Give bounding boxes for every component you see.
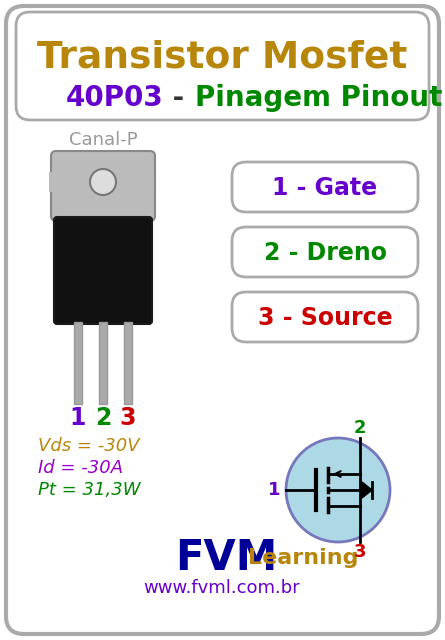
Text: Vds = -30V: Vds = -30V bbox=[38, 437, 140, 455]
Circle shape bbox=[286, 438, 390, 542]
Text: Transistor Mosfet: Transistor Mosfet bbox=[37, 39, 407, 75]
FancyBboxPatch shape bbox=[54, 217, 152, 324]
Text: Id = -30A: Id = -30A bbox=[38, 459, 123, 477]
Text: Pinagem Pinout: Pinagem Pinout bbox=[195, 84, 442, 112]
Bar bbox=[148, 172, 154, 192]
Bar bbox=[124, 322, 132, 404]
Text: 40P03: 40P03 bbox=[66, 84, 164, 112]
Text: 2: 2 bbox=[95, 406, 111, 430]
Text: 1: 1 bbox=[268, 481, 280, 499]
Text: FVM: FVM bbox=[175, 537, 277, 579]
Text: Learning: Learning bbox=[248, 548, 359, 568]
Text: 2: 2 bbox=[354, 419, 366, 437]
Bar bbox=[99, 322, 107, 404]
FancyBboxPatch shape bbox=[232, 162, 418, 212]
FancyBboxPatch shape bbox=[6, 6, 439, 634]
Circle shape bbox=[90, 169, 116, 195]
Text: Pt = 31,3W: Pt = 31,3W bbox=[38, 481, 141, 499]
Text: 1: 1 bbox=[70, 406, 86, 430]
Text: 3 - Source: 3 - Source bbox=[258, 306, 392, 330]
Text: 3: 3 bbox=[354, 543, 366, 561]
FancyBboxPatch shape bbox=[232, 227, 418, 277]
Text: www.fvml.com.br: www.fvml.com.br bbox=[144, 579, 300, 597]
Text: -: - bbox=[163, 84, 184, 112]
Text: 3: 3 bbox=[120, 406, 136, 430]
Bar bbox=[74, 322, 82, 404]
Bar bbox=[49, 172, 55, 192]
Text: 1 - Gate: 1 - Gate bbox=[272, 176, 377, 200]
FancyBboxPatch shape bbox=[16, 12, 429, 120]
Polygon shape bbox=[362, 482, 372, 498]
Text: Canal-P: Canal-P bbox=[69, 131, 138, 149]
FancyBboxPatch shape bbox=[51, 151, 155, 221]
Text: 2 - Dreno: 2 - Dreno bbox=[263, 241, 387, 265]
FancyBboxPatch shape bbox=[232, 292, 418, 342]
